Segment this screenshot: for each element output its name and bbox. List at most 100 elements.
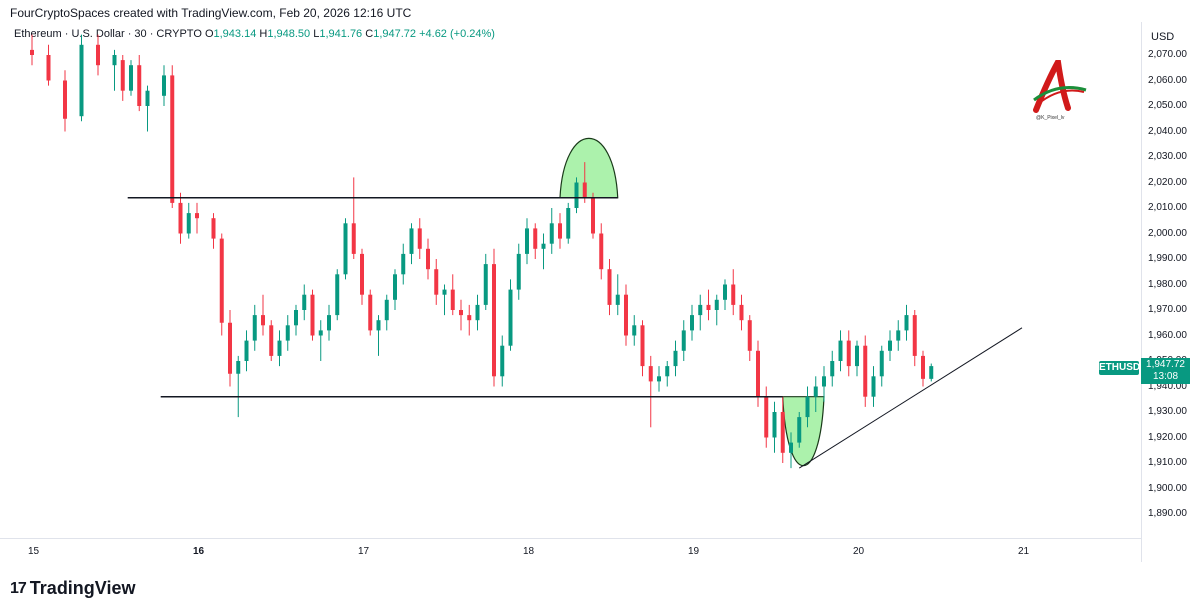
candle-body (302, 294, 307, 310)
candle-body (615, 294, 620, 305)
candle-body (30, 49, 34, 55)
price-tick-label: 1,940.00 (1148, 380, 1187, 392)
price-tick-label: 2,040.00 (1148, 125, 1187, 137)
candle-body (533, 228, 538, 249)
candle-body (120, 60, 125, 91)
candle-body (277, 340, 282, 356)
candle-body (855, 345, 859, 367)
bar-countdown: 13:08 (1152, 371, 1179, 382)
high-label: H (259, 28, 268, 40)
top-arc-highlight (559, 138, 619, 199)
time-tick-label: 21 (1018, 546, 1030, 557)
candle-body (384, 299, 389, 321)
candle-body (79, 44, 84, 117)
candle-body (739, 304, 744, 321)
candle-body (442, 289, 447, 295)
candle-body (805, 396, 810, 418)
candle-body (789, 442, 793, 453)
candle-body (764, 396, 769, 438)
candle-body (285, 325, 290, 341)
candle-body (145, 90, 150, 106)
candle-body (228, 322, 232, 374)
attribution-header: FourCryptoSpaces created with TradingVie… (10, 6, 412, 20)
candle-body (904, 315, 909, 331)
time-tick-label: 15 (28, 546, 40, 557)
candle-body (822, 376, 826, 387)
candle-body (244, 340, 249, 361)
candle-body (558, 223, 562, 239)
candle-body (269, 325, 274, 356)
candle-body (929, 366, 934, 379)
candle-body (417, 228, 422, 249)
candle-body (483, 264, 488, 305)
candle-body (96, 44, 100, 66)
candle-body (252, 315, 257, 341)
candle-body (665, 366, 670, 377)
author-logo-icon (1033, 60, 1087, 113)
candle-body (731, 284, 736, 305)
candle-body (492, 264, 496, 377)
author-handle: @K_Pixel_lv (1036, 115, 1065, 121)
candle-body (888, 340, 892, 351)
time-axis[interactable] (0, 538, 1141, 563)
symbol-price-tag: ETHUSD (1099, 361, 1141, 375)
candle-body (261, 315, 265, 326)
price-tick-label: 1,990.00 (1148, 253, 1187, 264)
low-value: 1,941.76 (319, 28, 363, 40)
candle-body (879, 350, 884, 377)
candle-body (838, 340, 843, 361)
candle-body (162, 75, 166, 96)
close-value: 1,947.72 (373, 28, 417, 40)
candle-body (129, 65, 133, 91)
candle-body (178, 202, 183, 234)
candle-body (318, 330, 323, 336)
candle-body (368, 294, 373, 331)
price-chart[interactable] (0, 0, 1141, 560)
time-tick-label: 20 (853, 546, 865, 557)
candle-body (772, 412, 777, 438)
price-tick-label: 1,920.00 (1148, 431, 1187, 443)
candle-body (343, 223, 348, 275)
candle-body (863, 345, 868, 397)
candle-body (714, 299, 719, 310)
candle-body (599, 233, 604, 270)
low-label: L (313, 28, 320, 40)
open-label: O (204, 28, 214, 40)
price-tick-label: 1,900.00 (1148, 482, 1187, 494)
candle-body (607, 269, 612, 305)
candle-body (409, 228, 414, 254)
candle-body (401, 253, 406, 275)
time-tick-label: 18 (523, 546, 535, 557)
price-tick-label: 2,070.00 (1148, 49, 1187, 60)
candle-body (525, 228, 529, 254)
price-tick-label: 2,030.00 (1148, 151, 1187, 162)
price-tick-label: 2,050.00 (1148, 100, 1187, 111)
symbol-name[interactable]: Ethereum · U.S. Dollar · 30 · CRYPTO (14, 28, 202, 40)
candle-body (797, 417, 802, 443)
candle-body (624, 294, 628, 336)
candle-body (516, 253, 521, 290)
candle-body (846, 340, 851, 367)
candle-body (186, 213, 191, 234)
candle-body (63, 80, 67, 119)
high-value: 1,948.50 (267, 28, 311, 40)
last-price-tag: 1,947.72 13:08 (1141, 358, 1190, 384)
candle-body (541, 243, 546, 249)
price-tick-label: 2,020.00 (1148, 176, 1187, 188)
candle-body (310, 294, 315, 336)
close-label: C (365, 28, 374, 40)
candle-body (912, 315, 917, 356)
price-axis[interactable] (1141, 22, 1200, 562)
candle-body (393, 274, 397, 300)
candle-body (450, 289, 455, 310)
tradingview-watermark: 17 TradingView (10, 578, 136, 599)
candle-body (673, 350, 678, 367)
candle-body (574, 182, 579, 208)
candle-body (46, 55, 51, 81)
candle-body (591, 197, 595, 234)
price-tick-label: 2,010.00 (1148, 202, 1187, 213)
currency-label[interactable]: USD (1151, 31, 1175, 43)
candle-body (327, 315, 331, 331)
symbol-legend: Ethereum · U.S. Dollar · 30 · CRYPTO O 1,… (14, 28, 495, 40)
candle-body (508, 289, 513, 346)
